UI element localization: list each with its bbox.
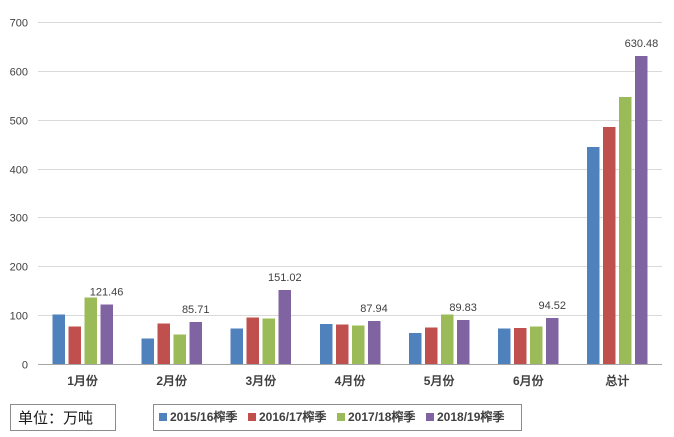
bar xyxy=(440,314,454,364)
legend-swatch xyxy=(248,413,256,421)
y-tick-label: 0 xyxy=(22,360,28,372)
y-tick-label: 700 xyxy=(10,18,28,30)
y-tick-label: 600 xyxy=(10,67,28,79)
bar xyxy=(424,327,438,364)
bar xyxy=(408,333,422,364)
data-label: 630.48 xyxy=(625,38,659,50)
y-tick-label: 400 xyxy=(10,165,28,177)
bar xyxy=(335,324,349,364)
bar xyxy=(157,323,170,364)
data-labels: 121.46 85.71 151.02 87.94 89.83 94.52 630.48 xyxy=(90,38,659,316)
x-tick-label: 2月份 xyxy=(156,373,188,388)
bar xyxy=(351,325,365,364)
legend-swatch xyxy=(337,413,345,421)
x-tick-label: 1月份 xyxy=(67,373,99,388)
bar xyxy=(619,97,632,365)
legend-label: 2016/17榨季 xyxy=(259,409,327,424)
bar xyxy=(84,297,97,364)
bar xyxy=(278,290,292,364)
data-label: 85.71 xyxy=(182,304,210,316)
bar xyxy=(546,317,559,364)
y-axis: 0 100 200 300 400 500 600 700 xyxy=(10,18,28,372)
bar xyxy=(635,55,648,364)
data-label: 121.46 xyxy=(90,287,124,299)
bar xyxy=(456,320,470,364)
x-tick-label: 6月份 xyxy=(513,373,545,388)
bar xyxy=(230,328,244,364)
x-tick-label: 3月份 xyxy=(246,373,278,388)
bar xyxy=(367,321,381,364)
legend-item: 2018/19榨季 xyxy=(426,409,505,424)
bar xyxy=(319,323,333,364)
data-label: 151.02 xyxy=(268,272,302,284)
bar xyxy=(141,338,154,364)
legend-item: 2015/16榨季 xyxy=(159,409,238,424)
y-tick-label: 500 xyxy=(10,116,28,128)
bar xyxy=(173,334,186,364)
x-tick-label: 4月份 xyxy=(335,373,367,388)
unit-note-text: 单位：万吨 xyxy=(18,410,93,427)
unit-note-box xyxy=(10,404,116,431)
x-tick-label: 总计 xyxy=(605,373,629,388)
bar xyxy=(603,127,616,365)
legend-label: 2015/16榨季 xyxy=(170,409,238,424)
data-label: 89.83 xyxy=(449,302,477,314)
unit-note: 单位：万吨 xyxy=(10,404,116,431)
bar xyxy=(514,327,527,364)
bar xyxy=(52,314,65,364)
bar xyxy=(530,326,543,364)
x-axis: 1月份 2月份 3月份 4月份 5月份 6月份 总计 xyxy=(67,373,629,388)
gridlines xyxy=(38,22,662,316)
bar xyxy=(587,147,600,364)
legend-label: 2018/19榨季 xyxy=(437,409,505,424)
bar xyxy=(68,326,81,364)
legend-label: 2017/18榨季 xyxy=(348,409,416,424)
data-label: 87.94 xyxy=(360,303,388,315)
x-tick-label: 5月份 xyxy=(424,373,456,388)
bar xyxy=(189,322,202,364)
y-tick-label: 100 xyxy=(10,311,28,323)
bar xyxy=(100,304,113,364)
bar xyxy=(246,317,260,364)
y-tick-label: 300 xyxy=(10,213,28,225)
legend-swatch xyxy=(426,413,434,421)
y-tick-label: 200 xyxy=(10,262,28,274)
bars xyxy=(52,55,648,365)
legend-swatch xyxy=(159,413,167,421)
legend-item: 2016/17榨季 xyxy=(248,409,327,424)
bar xyxy=(262,318,276,364)
data-label: 94.52 xyxy=(539,300,567,312)
legend: 2015/16榨季 2016/17榨季 2017/18榨季 2018/19榨季 xyxy=(153,404,522,431)
legend-item: 2017/18榨季 xyxy=(337,409,416,424)
bar xyxy=(498,328,511,364)
